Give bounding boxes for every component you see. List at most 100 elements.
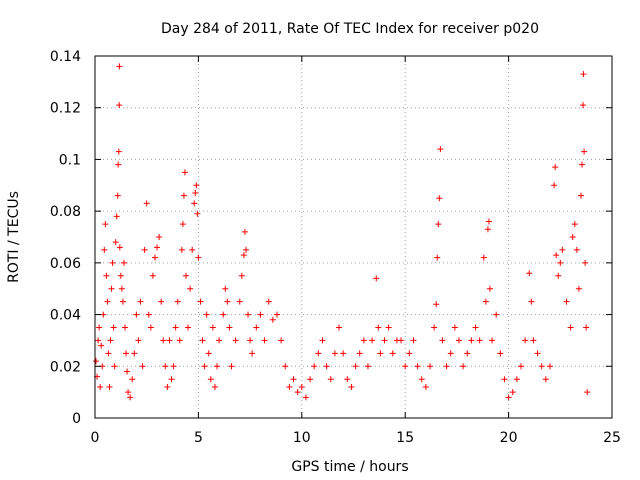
x-axis-label: GPS time / hours [291,459,408,475]
data-point [513,376,520,383]
data-point [176,337,183,344]
data-point [137,298,144,305]
data-point [455,337,462,344]
data-point [451,324,458,331]
data-point [112,239,119,246]
x-tick-label: 20 [500,430,518,446]
data-point [336,324,343,331]
data-point [93,358,100,365]
data-point [369,337,376,344]
data-point [538,363,545,370]
data-point [489,337,496,344]
data-point [577,192,584,199]
data-point [302,394,309,401]
x-tick-label: 15 [396,430,414,446]
data-point [115,148,122,155]
data-point [178,246,185,253]
data-point [195,254,202,261]
data-point [205,350,212,357]
data-point [111,363,118,370]
data-point [443,363,450,370]
data-point [447,350,454,357]
data-point [109,259,116,266]
data-point [579,161,586,168]
data-point [460,363,467,370]
data-point [323,363,330,370]
data-point [484,226,491,233]
data-point [162,363,169,370]
data-point [375,324,382,331]
data-point [224,298,231,305]
data-point [482,298,489,305]
data-point [100,311,107,318]
data-point [526,270,533,277]
data-point [145,311,152,318]
data-point [364,363,371,370]
data-point [180,192,187,199]
data-point [273,311,280,318]
data-point [389,350,396,357]
data-point [580,102,587,109]
data-point [575,285,582,292]
data-point [528,298,535,305]
data-point [573,246,580,253]
data-point [552,164,559,171]
data-point [193,182,200,189]
data-point [115,161,122,168]
data-point [149,272,156,279]
data-point [98,342,105,349]
data-point [434,254,441,261]
data-point [559,246,566,253]
y-tick-label: 0.08 [50,204,81,220]
y-axis-label: ROTI / TECUs [6,191,22,283]
data-point [319,337,326,344]
data-point [127,394,134,401]
data-point [501,376,508,383]
data-point [207,376,214,383]
data-point [294,389,301,396]
data-point [435,221,442,228]
data-point [553,252,560,259]
data-point [493,311,500,318]
data-points [93,63,591,401]
data-point [129,376,136,383]
data-point [160,337,167,344]
x-tick-label: 0 [91,430,100,446]
data-point [199,337,206,344]
data-point [485,218,492,225]
data-point [344,376,351,383]
plot-frame [94,55,613,419]
data-point [557,259,564,266]
data-point [108,285,115,292]
data-point [439,337,446,344]
data-point [214,363,221,370]
data-point [232,337,239,344]
data-point [571,221,578,228]
data-point [398,337,405,344]
data-point [385,324,392,331]
data-point [209,324,216,331]
data-point [133,311,140,318]
data-point [257,311,264,318]
data-point [151,254,158,261]
data-point [187,285,194,292]
data-point [164,383,171,390]
data-point [181,169,188,176]
data-point [170,363,177,370]
x-tick-label: 5 [194,430,203,446]
data-point [414,363,421,370]
data-point [116,244,123,251]
y-tick-labels: 0 0.02 0.04 0.06 0.08 0.1 0.12 0.14 [50,49,81,427]
data-point [569,234,576,240]
data-point [265,298,272,305]
data-point [117,272,124,279]
data-point [269,316,276,323]
data-point [356,350,363,357]
data-point [124,368,131,375]
data-point [241,228,248,235]
data-point [107,337,114,344]
y-tick-label: 0 [72,411,81,427]
x-tick-label: 25 [603,430,621,446]
data-point [102,221,109,228]
data-point [247,337,254,344]
